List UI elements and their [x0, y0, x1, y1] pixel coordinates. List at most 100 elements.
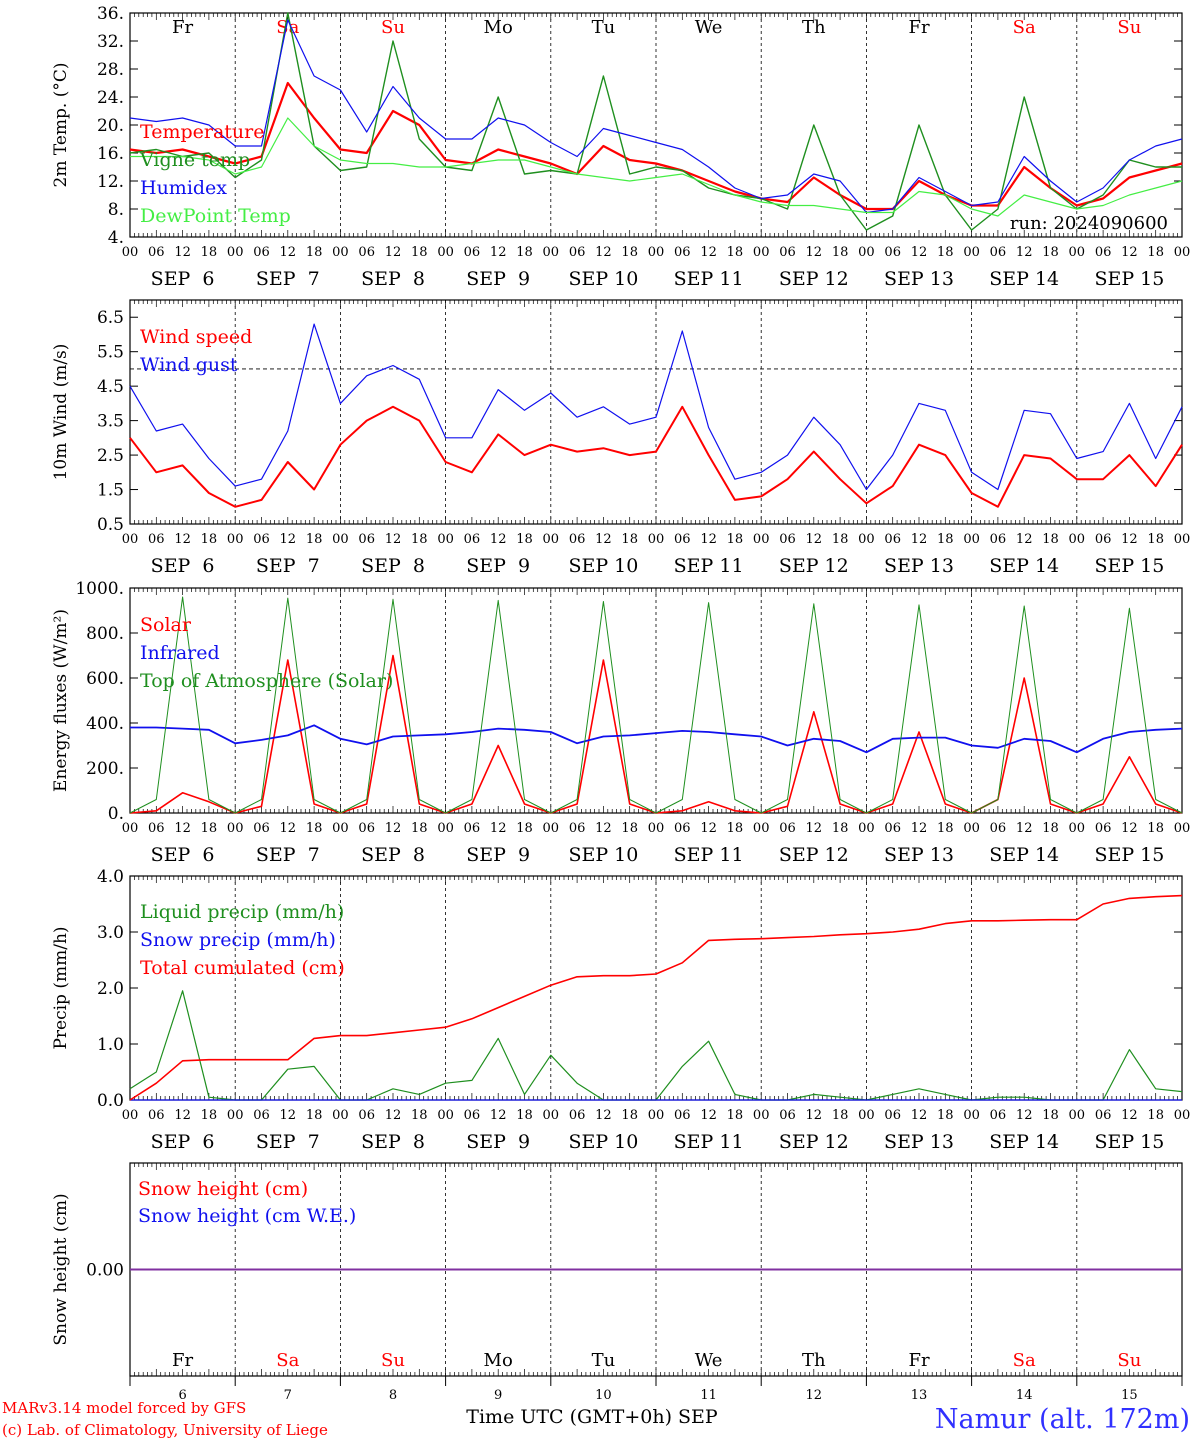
hour-label: 12: [1121, 821, 1138, 836]
hour-label: 12: [280, 532, 297, 547]
y-tick-label: 4.: [108, 228, 124, 248]
y-tick-label: 20.: [97, 116, 124, 136]
hour-label: 18: [727, 1108, 744, 1123]
date-label: SEP 10: [568, 1131, 638, 1153]
legend-entry: Snow height (cm W.E.): [138, 1205, 356, 1227]
hour-label: 00: [1174, 532, 1191, 547]
hour-label: 00: [437, 532, 454, 547]
legend-entry: DewPoint Temp: [140, 205, 291, 227]
hour-label: 12: [385, 1108, 402, 1123]
y-tick-label: 800.: [86, 624, 124, 644]
y-tick-label: 600.: [86, 669, 124, 689]
hour-label: 12: [1016, 1108, 1033, 1123]
y-tick-label: 28.: [97, 60, 124, 80]
hour-label: 06: [569, 1108, 586, 1123]
y-tick-label: 32.: [97, 32, 124, 52]
date-label: SEP 13: [884, 555, 954, 577]
hour-label: 00: [122, 1108, 139, 1123]
y-axis-label: Energy fluxes (W/m²): [51, 609, 71, 792]
y-tick-label: 1000.: [75, 579, 124, 599]
hour-label: 06: [1095, 245, 1112, 260]
hour-label: 18: [937, 245, 954, 260]
hour-label: 06: [884, 821, 901, 836]
series-line-3: [129, 894, 1183, 1101]
hour-label: 00: [963, 821, 980, 836]
hour-label: 18: [201, 532, 218, 547]
legend-entry: Snow height (cm): [138, 1178, 308, 1200]
day-label: Su: [1117, 1350, 1141, 1371]
hour-label: 18: [306, 1108, 323, 1123]
series-line-2: [129, 12, 1182, 231]
y-tick-label: 5.5: [97, 343, 124, 363]
hour-label: 12: [1016, 821, 1033, 836]
date-label: SEP 11: [674, 555, 744, 577]
footer-model: MARv3.14 model forced by GFS: [2, 1399, 246, 1417]
hour-label: 18: [832, 1108, 849, 1123]
date-label: SEP 11: [674, 1131, 744, 1153]
hour-label: 00: [332, 245, 349, 260]
hour-label: 00: [543, 532, 560, 547]
series-line-2: [129, 323, 1183, 491]
date-number: 7: [284, 1388, 292, 1403]
y-tick-label: 36.: [97, 4, 124, 24]
hour-label: 18: [621, 821, 638, 836]
date-label: SEP 15: [1094, 555, 1164, 577]
hour-label: 18: [621, 532, 638, 547]
date-number: 6: [178, 1388, 186, 1403]
hour-label: 00: [648, 532, 665, 547]
hour-label: 12: [490, 532, 507, 547]
day-label: We: [695, 1350, 723, 1371]
y-tick-label: 400.: [86, 714, 124, 734]
hour-label: 06: [464, 245, 481, 260]
date-label: SEP 7: [256, 555, 320, 577]
hour-label: 12: [174, 1108, 191, 1123]
hour-label: 06: [358, 1108, 375, 1123]
hour-label: 06: [990, 1108, 1007, 1123]
hour-label: 00: [858, 821, 875, 836]
hour-label: 12: [806, 532, 823, 547]
date-label: SEP 9: [466, 268, 530, 290]
hour-label: 06: [1095, 1108, 1112, 1123]
date-label: SEP 10: [568, 268, 638, 290]
hour-ticks: [129, 876, 1183, 1100]
hour-ticks: [129, 1163, 1183, 1376]
hour-label: 06: [884, 1108, 901, 1123]
plot-frame: [129, 587, 1183, 814]
y-tick-label: 16.: [97, 144, 124, 164]
hour-label: 18: [201, 1108, 218, 1123]
hour-label: 18: [306, 821, 323, 836]
hour-label: 12: [1016, 245, 1033, 260]
plot-frame: [129, 12, 1183, 238]
y-tick-label: 8.: [108, 200, 124, 220]
y-tick-label: 4.5: [97, 377, 124, 397]
hour-label: 00: [227, 821, 244, 836]
hour-label: 00: [332, 821, 349, 836]
hour-label: 18: [1042, 1108, 1059, 1123]
day-label: Fr: [908, 17, 929, 38]
date-number: 13: [911, 1388, 928, 1403]
hour-label: 06: [358, 821, 375, 836]
legend-entry: Infrared: [140, 642, 220, 664]
date-label: SEP 7: [256, 268, 320, 290]
y-axis-label: Snow height (cm): [51, 1193, 71, 1345]
hour-label: 00: [963, 245, 980, 260]
date-number: 8: [389, 1388, 397, 1403]
hour-label: 18: [411, 821, 428, 836]
hour-label: 00: [227, 1108, 244, 1123]
day-label: Fr: [172, 17, 193, 38]
date-number: 9: [494, 1388, 502, 1403]
hour-label: 12: [280, 245, 297, 260]
hour-label: 06: [674, 1108, 691, 1123]
legend-entry: Wind speed: [140, 326, 252, 348]
legend-entry: Temperature: [140, 121, 264, 143]
series-line-1: [129, 81, 1183, 211]
date-label: SEP 7: [256, 1131, 320, 1153]
date-label: SEP 12: [779, 1131, 849, 1153]
date-label: SEP 14: [989, 844, 1059, 866]
hour-label: 12: [700, 1108, 717, 1123]
date-label: SEP 13: [884, 1131, 954, 1153]
legend-entry: Snow precip (mm/h): [140, 929, 336, 951]
date-label: SEP 15: [1094, 844, 1164, 866]
hour-label: 12: [385, 821, 402, 836]
y-tick-label: 24.: [97, 88, 124, 108]
